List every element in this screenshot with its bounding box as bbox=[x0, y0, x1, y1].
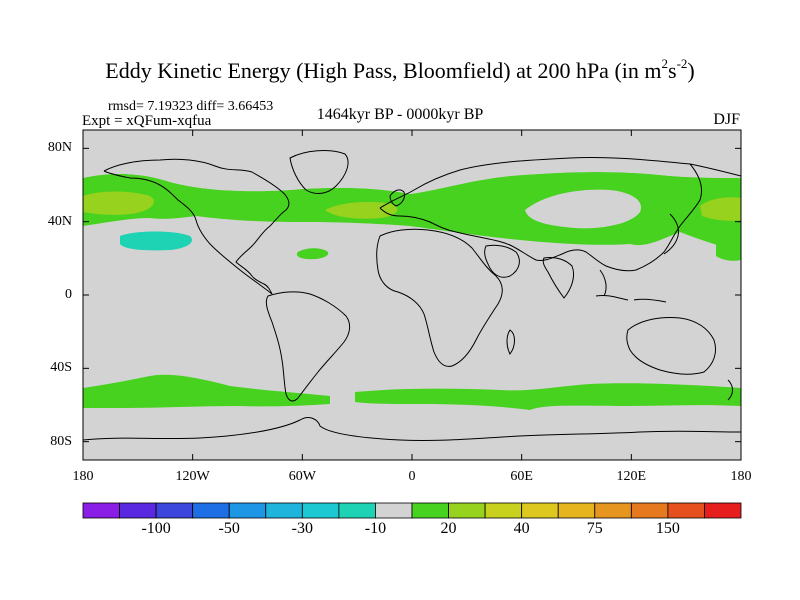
lon-tick-label: 120W bbox=[175, 469, 210, 484]
colorbar-swatch bbox=[155, 502, 194, 519]
coast-japan bbox=[663, 213, 679, 255]
lon-tick-label: 180 bbox=[72, 469, 94, 484]
subtropical-patch-pacific bbox=[716, 238, 741, 261]
colorbar-swatch bbox=[119, 502, 157, 519]
coastlines bbox=[83, 150, 741, 442]
colorbar-swatch bbox=[411, 502, 449, 519]
colorbar-swatch bbox=[594, 502, 632, 519]
colorbar-label: -100 bbox=[141, 520, 171, 537]
colorbar-label: 40 bbox=[513, 520, 530, 537]
lon-tick-label: 60W bbox=[288, 469, 316, 484]
coast-eurasia bbox=[379, 156, 741, 272]
colorbar-label: -30 bbox=[291, 520, 313, 537]
colorbar-label: -10 bbox=[364, 520, 387, 537]
lon-tick-label: 0 bbox=[408, 469, 416, 484]
coast-antarctica bbox=[83, 417, 741, 442]
jet-max-west bbox=[83, 191, 154, 215]
lat-tick-label: 40N bbox=[47, 213, 72, 229]
season-label: DJF bbox=[713, 111, 740, 128]
colorbar-label: 75 bbox=[586, 520, 603, 537]
axis-ticks bbox=[82, 130, 742, 460]
coast-arabia bbox=[484, 244, 520, 278]
lat-tick-label: 80S bbox=[50, 433, 72, 449]
central-asia-gap bbox=[525, 189, 641, 229]
stats-label: rmsd= 7.19323 diff= 3.66453 bbox=[108, 99, 274, 114]
lon-tick-label: 60E bbox=[510, 469, 533, 484]
colorbar-swatch bbox=[228, 502, 267, 519]
jet-max-east bbox=[700, 197, 741, 221]
field-layer bbox=[83, 130, 741, 410]
negative-patch-pacific bbox=[120, 231, 192, 251]
coast-australia bbox=[626, 317, 717, 375]
coast-india bbox=[542, 257, 575, 299]
colorbar-swatch bbox=[630, 502, 669, 519]
lon-tick-label: 180 bbox=[730, 469, 752, 484]
map-title: Eddy Kinetic Energy (High Pass, Bloomfie… bbox=[105, 56, 695, 83]
colorbar-swatch bbox=[667, 502, 705, 519]
colorbar-swatch bbox=[338, 502, 376, 519]
colorbar bbox=[82, 502, 742, 519]
lat-tick-label: 80N bbox=[47, 140, 72, 156]
experiment-label: Expt = xQFum-xqfua bbox=[82, 113, 212, 129]
lon-tick-label: 120E bbox=[616, 469, 647, 484]
coast-south-america bbox=[265, 291, 351, 402]
colorbar-swatch bbox=[82, 502, 120, 519]
colorbar-swatch bbox=[484, 502, 523, 519]
colorbar-swatch bbox=[448, 502, 486, 519]
colorbar-swatch bbox=[375, 502, 413, 519]
colorbar-swatch bbox=[301, 502, 340, 519]
coast-indonesia bbox=[595, 269, 667, 303]
sh-storm-track bbox=[83, 374, 330, 408]
colorbar-swatch bbox=[704, 502, 742, 519]
lat-tick-label: 40S bbox=[50, 360, 72, 376]
coast-british-isles bbox=[389, 189, 405, 207]
coast-africa bbox=[376, 228, 503, 367]
coast-greenland bbox=[289, 150, 349, 194]
coast-north-america bbox=[103, 158, 290, 295]
coast-madagascar bbox=[506, 329, 515, 355]
colorbar-label: 20 bbox=[440, 520, 457, 537]
colorbar-swatch bbox=[265, 502, 303, 519]
nh-pacific-gap bbox=[83, 130, 741, 194]
colorbar-label: -50 bbox=[218, 520, 240, 537]
colorbar-swatch bbox=[557, 502, 596, 519]
subtropical-patch-atlantic bbox=[296, 248, 329, 260]
lat-tick-label: 0 bbox=[65, 287, 72, 302]
coast-new-zealand bbox=[727, 379, 733, 401]
period-label: 1464kyr BP - 0000kyr BP bbox=[316, 106, 484, 123]
colorbar-label: 150 bbox=[655, 520, 680, 537]
colorbar-swatch bbox=[521, 502, 559, 519]
jet-max-atlantic bbox=[325, 202, 398, 219]
colorbar-swatch bbox=[192, 502, 230, 519]
sh-storm-track-east bbox=[355, 383, 741, 410]
